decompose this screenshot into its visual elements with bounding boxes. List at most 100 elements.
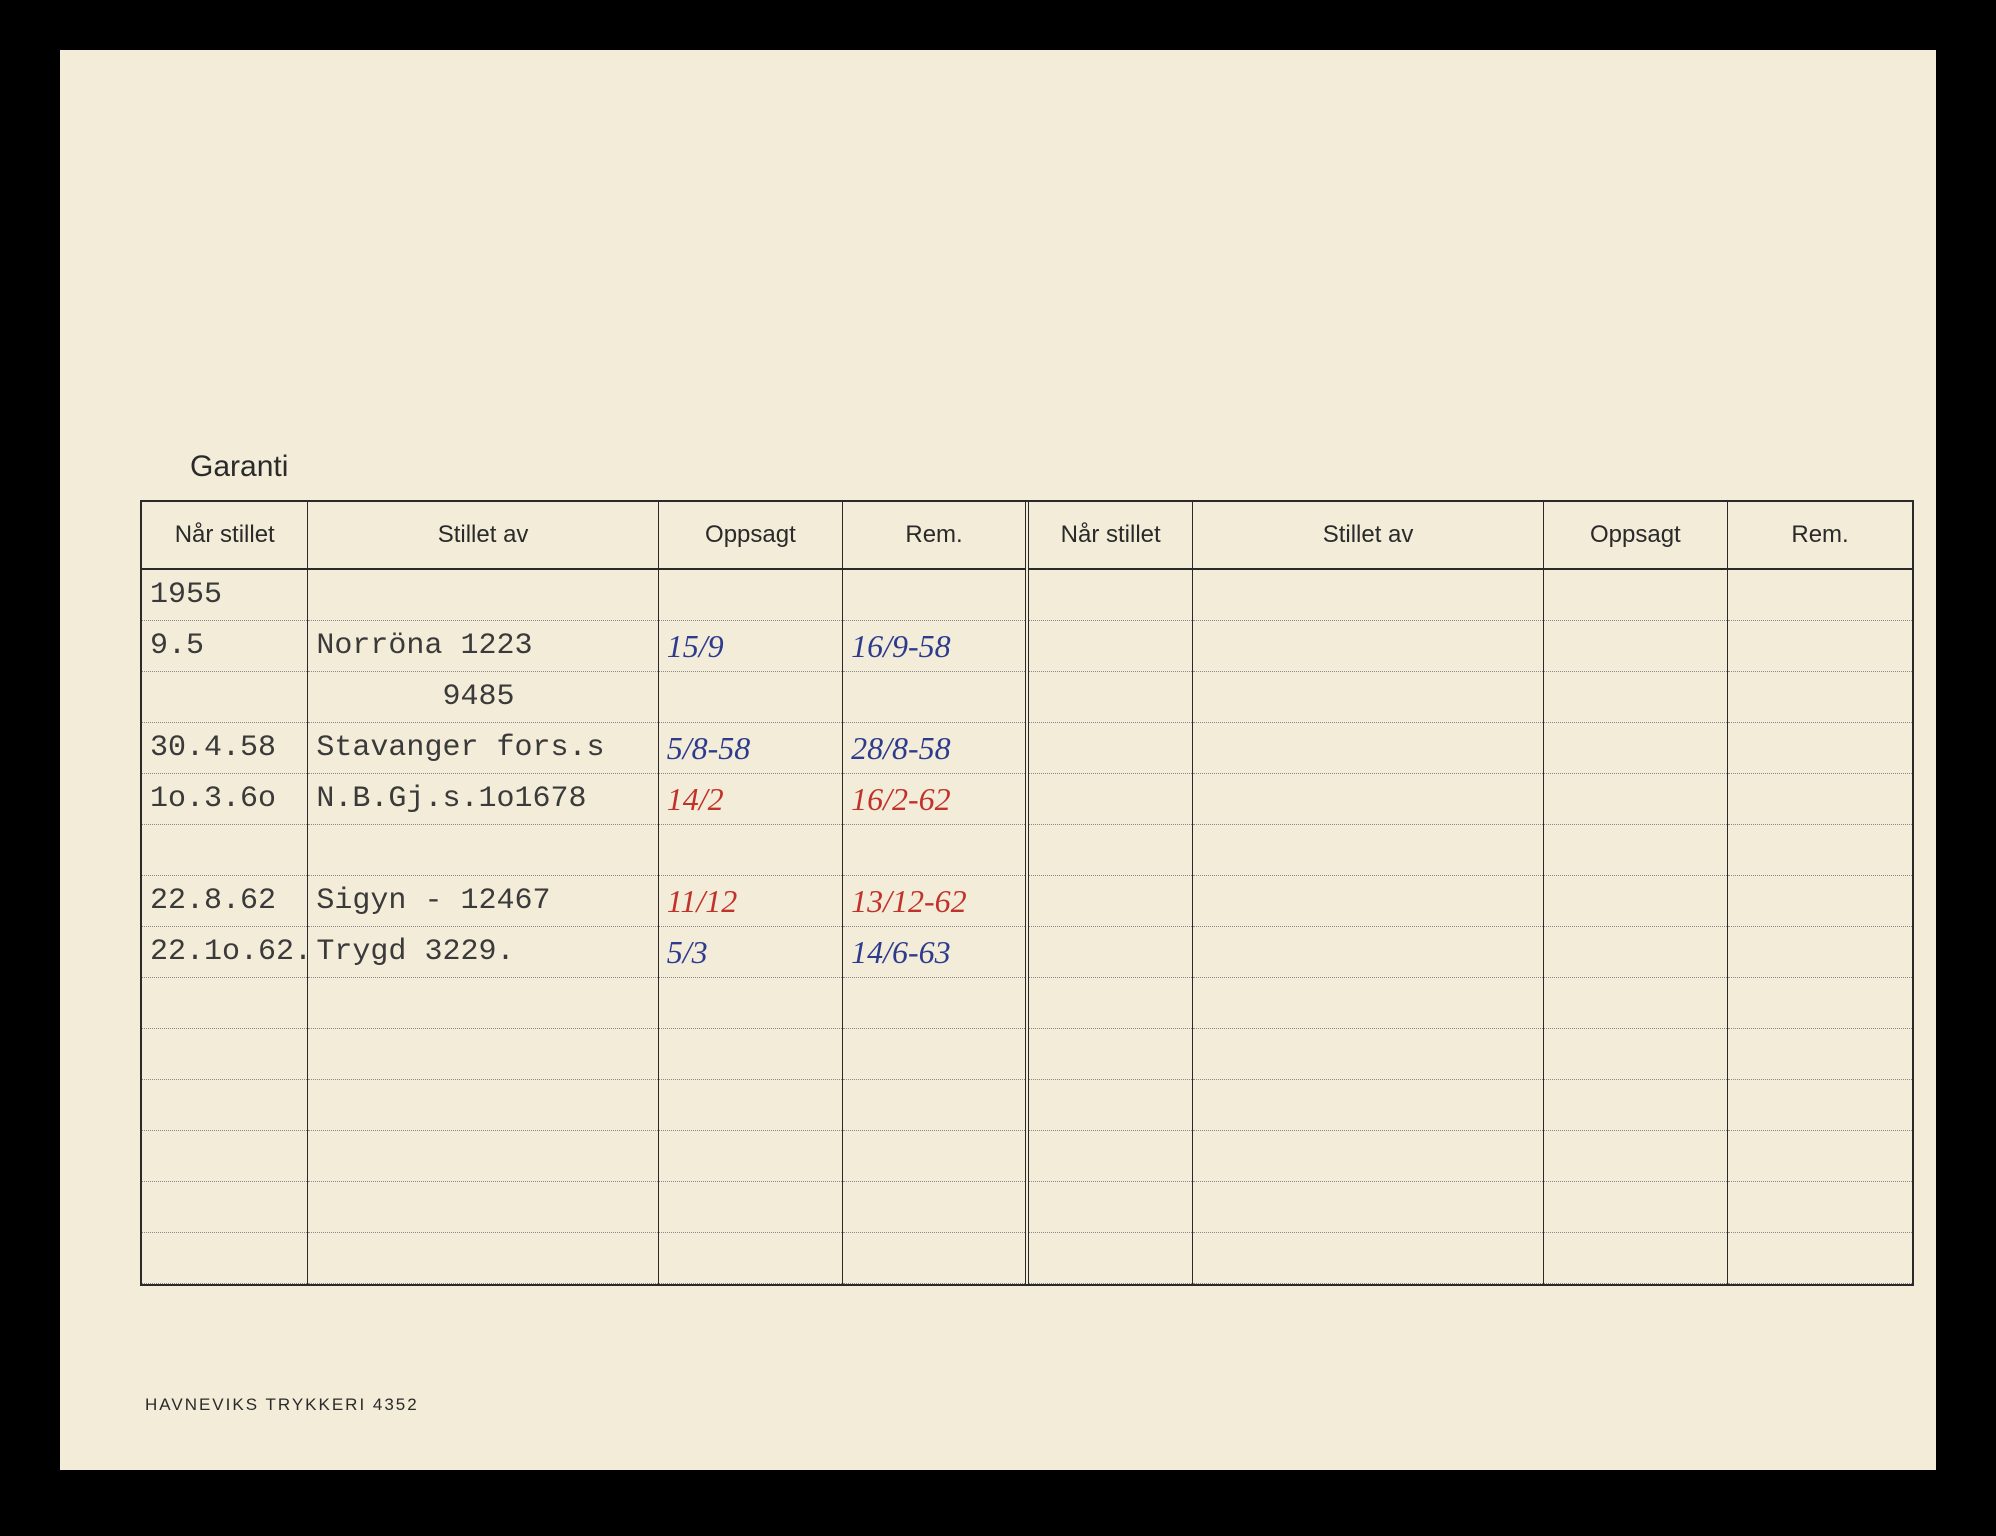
table-cell [142,672,308,723]
table-cell [142,978,308,1029]
table-cell [658,672,842,723]
table-cell [1728,876,1912,927]
table-cell: 11/12 [658,876,842,927]
table-cell [843,825,1027,876]
table-cell [658,1233,842,1284]
table-cell [142,1233,308,1284]
table-row [142,825,1912,876]
table-cell [1543,1080,1727,1131]
index-card: Garanti Når stilletStillet avOppsagtRem.… [60,50,1936,1470]
table-cell [1193,1131,1543,1182]
column-header: Stillet av [308,502,658,569]
table-cell [658,978,842,1029]
table-cell [1543,621,1727,672]
table-cell [1193,723,1543,774]
table-cell [142,1029,308,1080]
table-cell [658,1080,842,1131]
printer-footer: HAVNEVIKS TRYKKERI 4352 [145,1395,419,1415]
table-cell [1543,978,1727,1029]
table-cell [1728,621,1912,672]
table-cell [1543,1131,1727,1182]
table-row: 1955 [142,569,1912,621]
table-cell: Sigyn - 12467 [308,876,658,927]
table-cell [1728,1080,1912,1131]
table-cell [142,1080,308,1131]
table-row: 22.8.62Sigyn - 1246711/1213/12-62 [142,876,1912,927]
table-row: 9485 [142,672,1912,723]
column-header: Rem. [1728,502,1912,569]
table-cell: Trygd 3229. [308,927,658,978]
table-cell [308,1029,658,1080]
section-title: Garanti [190,450,288,484]
table-row [142,1233,1912,1284]
table-cell: 14/2 [658,774,842,825]
table-cell [308,1131,658,1182]
table-cell [843,569,1027,621]
table-row: 30.4.58Stavanger fors.s5/8-5828/8-58 [142,723,1912,774]
table-cell [843,1182,1027,1233]
table-cell [1027,672,1193,723]
table-cell [1027,978,1193,1029]
table-cell [1027,876,1193,927]
table-cell [843,1029,1027,1080]
table-cell [308,825,658,876]
table-cell: 22.1o.62. [142,927,308,978]
table-cell [1027,1233,1193,1284]
table-cell [1728,1182,1912,1233]
table-header-row: Når stilletStillet avOppsagtRem.Når stil… [142,502,1912,569]
table-cell [142,1182,308,1233]
table-cell [1027,1029,1193,1080]
table-cell: 9485 [308,672,658,723]
table-cell: 1o.3.6o [142,774,308,825]
table-cell: 16/9-58 [843,621,1027,672]
column-header: Når stillet [1027,502,1193,569]
table-cell [1193,672,1543,723]
table-cell: 28/8-58 [843,723,1027,774]
table-cell [308,978,658,1029]
table-cell [1728,774,1912,825]
table-row [142,1080,1912,1131]
table-cell: 5/3 [658,927,842,978]
table-cell [1027,774,1193,825]
table-cell [308,1233,658,1284]
table-cell [1027,621,1193,672]
table-cell: 1955 [142,569,308,621]
table-cell [1193,1080,1543,1131]
table-cell: 30.4.58 [142,723,308,774]
table-cell [1193,876,1543,927]
table-cell [1193,569,1543,621]
table-cell [1027,1131,1193,1182]
table-row [142,1029,1912,1080]
table-cell [1027,723,1193,774]
table-cell [1543,1029,1727,1080]
table-cell [1728,1029,1912,1080]
table-row [142,978,1912,1029]
table-cell [1027,825,1193,876]
table-cell [658,1182,842,1233]
table-row: 9.5Norröna 122315/916/9-58 [142,621,1912,672]
column-header: Når stillet [142,502,308,569]
table-cell: Stavanger fors.s [308,723,658,774]
table-cell [1193,1182,1543,1233]
table-row [142,1182,1912,1233]
table-cell: Norröna 1223 [308,621,658,672]
table-cell [142,825,308,876]
table-cell: 16/2-62 [843,774,1027,825]
table-cell [843,1131,1027,1182]
table-cell [1543,825,1727,876]
table-cell [843,672,1027,723]
table-cell [1027,927,1193,978]
table-cell [142,1131,308,1182]
table-cell [843,1080,1027,1131]
table-cell: N.B.Gj.s.1o1678 [308,774,658,825]
table-cell [1728,723,1912,774]
table-cell [1728,1233,1912,1284]
table-cell [1543,774,1727,825]
table-cell [843,1233,1027,1284]
column-header: Stillet av [1193,502,1543,569]
table-cell: 22.8.62 [142,876,308,927]
table-cell [308,569,658,621]
column-header: Oppsagt [658,502,842,569]
table-cell [1543,723,1727,774]
table-cell [1728,1131,1912,1182]
